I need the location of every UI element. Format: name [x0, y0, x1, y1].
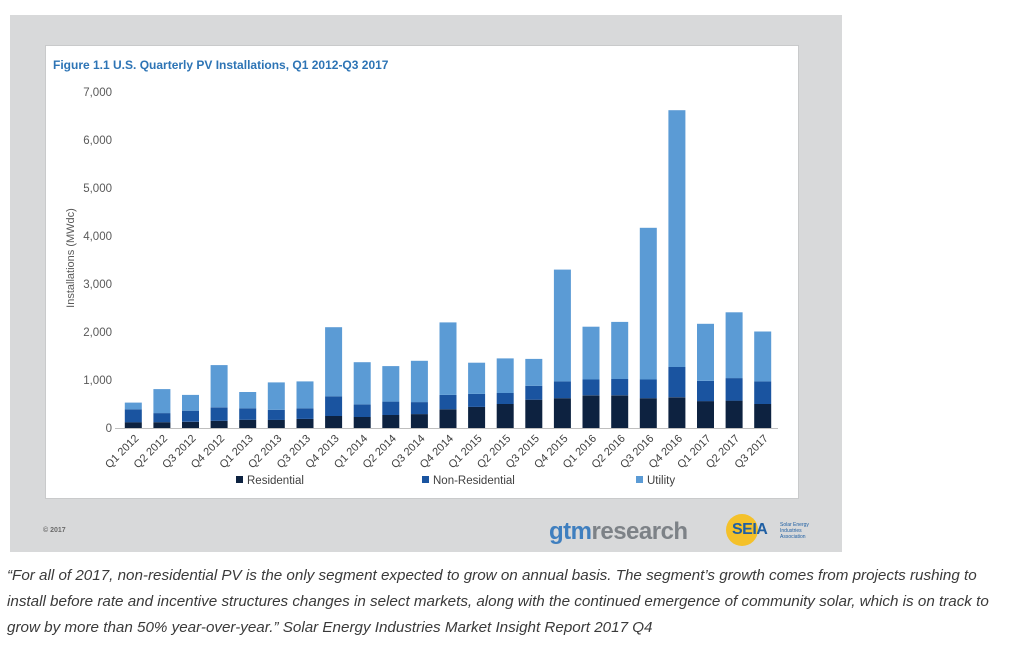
bar-segment-non-residential — [296, 408, 314, 419]
seia-logo-text: SEIA — [732, 521, 768, 538]
chart-title: Figure 1.1 U.S. Quarterly PV Installatio… — [53, 58, 389, 72]
bar-segment-non-residential — [267, 409, 285, 420]
bars — [124, 110, 772, 428]
bar-segment-utility — [267, 382, 285, 410]
bar-segment-residential — [239, 419, 257, 428]
bar-segment-utility — [124, 402, 142, 410]
bar-segment-non-residential — [210, 407, 228, 421]
bar-segment-non-residential — [439, 394, 457, 410]
copyright-text: © 2017 — [43, 527, 66, 534]
y-tick-label: 1,000 — [83, 375, 112, 387]
bar-segment-residential — [439, 409, 457, 428]
y-tick-label: 7,000 — [83, 87, 112, 99]
bar-segment-non-residential — [725, 378, 743, 401]
bar-segment-non-residential — [668, 367, 686, 398]
bar-segment-residential — [553, 398, 571, 428]
bar-segment-residential — [153, 422, 171, 428]
y-axis-label: Installations (MWdc) — [65, 208, 77, 308]
legend-label: Residential — [247, 475, 304, 487]
y-tick-label: 3,000 — [83, 279, 112, 291]
bar-segment-utility — [582, 326, 600, 380]
bar-segment-non-residential — [754, 381, 772, 404]
bar-segment-utility — [210, 365, 228, 408]
bar-segment-non-residential — [325, 396, 343, 416]
y-tick-label: 4,000 — [83, 231, 112, 243]
bar-segment-utility — [410, 360, 428, 403]
bar-segment-non-residential — [525, 385, 543, 400]
bar-segment-non-residential — [410, 402, 428, 415]
legend-label: Utility — [647, 475, 675, 487]
bar-segment-non-residential — [239, 408, 257, 420]
bar-segment-residential — [754, 404, 772, 428]
bar-segment-non-residential — [639, 379, 657, 399]
bar-segment-utility — [182, 394, 199, 411]
bar-segment-residential — [210, 420, 228, 428]
gtm-research-logo: gtmresearch — [549, 518, 688, 546]
bar-segment-utility — [754, 331, 772, 382]
bar-segment-utility — [525, 358, 543, 386]
bar-segment-residential — [468, 406, 486, 428]
bar-segment-utility — [697, 323, 714, 381]
bar-segment-residential — [525, 399, 543, 428]
bar-segment-non-residential — [697, 381, 714, 402]
bar-segment-utility — [239, 392, 257, 409]
bar-segment-utility — [325, 327, 343, 397]
bar-segment-non-residential — [182, 410, 199, 422]
legend-swatch — [422, 476, 429, 483]
bar-segment-residential — [668, 397, 686, 428]
bar-segment-non-residential — [124, 409, 142, 423]
bar-segment-utility — [296, 381, 314, 409]
bar-segment-non-residential — [468, 393, 486, 407]
bar-segment-residential — [410, 414, 428, 428]
bar-segment-utility — [725, 312, 743, 379]
bar-segment-residential — [382, 415, 400, 428]
research-logo-text: research — [591, 518, 689, 545]
bar-segment-residential — [697, 401, 714, 428]
bar-segment-residential — [325, 416, 343, 428]
bar-segment-residential — [582, 395, 600, 428]
bar-segment-non-residential — [153, 413, 171, 423]
bar-segment-non-residential — [553, 381, 571, 399]
bar-segment-residential — [353, 417, 371, 428]
bar-segment-non-residential — [611, 379, 629, 396]
legend-swatch — [236, 476, 243, 483]
bar-segment-utility — [439, 322, 457, 395]
sun-icon — [726, 514, 758, 546]
bar-segment-utility — [668, 110, 686, 367]
caption-quote: “For all of 2017, non-residential PV is … — [7, 567, 989, 636]
bar-segment-utility — [496, 358, 514, 393]
bar-segment-utility — [353, 362, 371, 405]
y-axis: 7,000 6,000 5,000 4,000 3,000 2,000 1,000 0 — [83, 87, 112, 435]
bar-segment-residential — [124, 422, 142, 428]
y-tick-label: 6,000 — [83, 135, 112, 147]
bar-segment-residential — [725, 400, 743, 428]
bar-segment-utility — [468, 362, 486, 394]
bar-segment-residential — [611, 395, 629, 428]
y-tick-label: 5,000 — [83, 183, 112, 195]
bar-segment-utility — [611, 321, 629, 379]
y-tick-label: 2,000 — [83, 327, 112, 339]
legend-label: Non-Residential — [433, 475, 515, 487]
bar-segment-residential — [182, 421, 199, 428]
bar-segment-residential — [639, 398, 657, 428]
gtm-logo-text: gtm — [549, 518, 592, 545]
bar-segment-utility — [553, 269, 571, 382]
bar-segment-non-residential — [582, 379, 600, 396]
bar-segment-non-residential — [382, 401, 400, 415]
bar-segment-utility — [153, 389, 171, 414]
legend: Residential Non-Residential Utility — [236, 475, 675, 487]
bar-segment-utility — [639, 227, 657, 380]
bar-segment-non-residential — [353, 404, 371, 417]
bar-segment-residential — [296, 418, 314, 428]
bar-segment-residential — [267, 419, 285, 428]
legend-swatch — [636, 476, 643, 483]
bar-segment-utility — [382, 366, 400, 402]
bar-segment-non-residential — [496, 393, 514, 404]
seia-tagline: Solar Energy Industries Association — [780, 522, 809, 540]
y-tick-label: 0 — [106, 423, 112, 435]
bar-segment-residential — [496, 404, 514, 428]
seia-logo: SEIA Solar Energy Industries Association — [726, 514, 816, 548]
